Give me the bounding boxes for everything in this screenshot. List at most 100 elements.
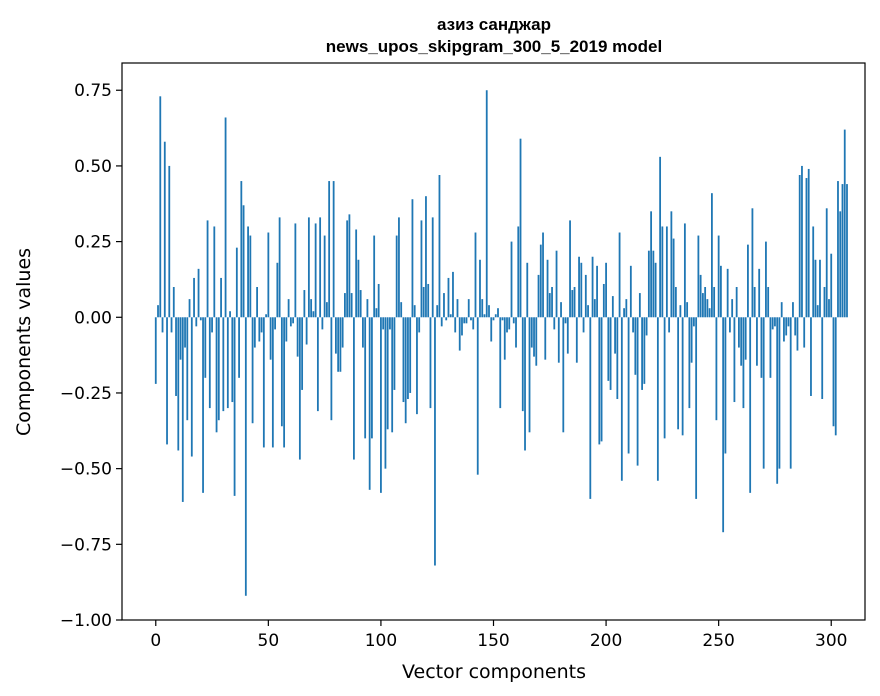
bar-254 bbox=[726, 268, 729, 318]
bar-246 bbox=[708, 308, 711, 318]
bar-299 bbox=[828, 299, 830, 318]
bar-284 bbox=[794, 317, 797, 336]
bar-177 bbox=[553, 317, 556, 330]
bar-211 bbox=[629, 265, 632, 318]
bar-111 bbox=[404, 317, 407, 424]
bar-191 bbox=[584, 274, 587, 318]
bar-122 bbox=[429, 317, 432, 409]
bar-267 bbox=[756, 317, 758, 366]
bar-99 bbox=[377, 283, 380, 318]
bar-81 bbox=[337, 317, 340, 372]
bar-156 bbox=[506, 317, 508, 333]
bar-11 bbox=[179, 317, 182, 360]
bar-43 bbox=[251, 317, 254, 424]
bar-247 bbox=[711, 193, 713, 318]
bar-257 bbox=[733, 317, 736, 403]
bar-108 bbox=[398, 217, 400, 318]
bar-45 bbox=[256, 287, 258, 318]
bar-56 bbox=[280, 317, 283, 427]
bar-160 bbox=[515, 317, 517, 348]
bar-239 bbox=[692, 317, 695, 327]
x-axis-ticks: 0 50 100 150 200 250 300 bbox=[150, 620, 847, 651]
bar-169 bbox=[535, 317, 538, 366]
bar-115 bbox=[413, 305, 416, 318]
bar-275 bbox=[774, 317, 776, 327]
bar-10 bbox=[177, 317, 180, 451]
bar-175 bbox=[548, 293, 551, 318]
bar-223 bbox=[656, 317, 659, 481]
bar-266 bbox=[753, 287, 756, 318]
bar-31 bbox=[224, 117, 227, 318]
bar-167 bbox=[530, 317, 533, 348]
bar-6 bbox=[168, 165, 171, 318]
bar-110 bbox=[402, 317, 405, 403]
bar-264 bbox=[749, 317, 752, 493]
bar-76 bbox=[325, 302, 328, 318]
bar-217 bbox=[643, 317, 646, 384]
bar-63 bbox=[296, 317, 299, 357]
bar-226 bbox=[663, 317, 666, 439]
bar-291 bbox=[810, 317, 812, 396]
bar-109 bbox=[400, 302, 403, 318]
bar-260 bbox=[740, 317, 743, 366]
bar-123 bbox=[431, 217, 434, 318]
bar-132 bbox=[452, 271, 454, 318]
bar-51 bbox=[269, 317, 272, 360]
bar-65 bbox=[301, 317, 304, 390]
bar-171 bbox=[539, 244, 542, 318]
bar-270 bbox=[762, 317, 765, 469]
bar-159 bbox=[512, 317, 515, 324]
chart-title-line-2: news_upos_skipgram_300_5_2019 model bbox=[326, 37, 662, 56]
bar-61 bbox=[292, 317, 295, 324]
bar-41 bbox=[247, 226, 249, 318]
bar-294 bbox=[816, 305, 819, 318]
bar-289 bbox=[805, 178, 808, 318]
bar-62 bbox=[294, 223, 297, 318]
bar-12 bbox=[181, 317, 184, 502]
bar-79 bbox=[332, 181, 335, 318]
bar-235 bbox=[683, 223, 686, 318]
bar-178 bbox=[555, 250, 558, 318]
bar-55 bbox=[278, 217, 281, 318]
bar-80 bbox=[334, 317, 337, 354]
bar-9 bbox=[175, 317, 177, 396]
bar-186 bbox=[573, 287, 576, 318]
bar-69 bbox=[310, 299, 313, 318]
bar-24 bbox=[208, 317, 211, 409]
bar-101 bbox=[382, 317, 385, 330]
bar-210 bbox=[627, 317, 630, 454]
bar-215 bbox=[638, 293, 641, 318]
bar-137 bbox=[463, 317, 466, 324]
bar-268 bbox=[758, 268, 761, 318]
bar-232 bbox=[677, 317, 680, 430]
bar-164 bbox=[524, 317, 526, 451]
bar-227 bbox=[665, 226, 668, 318]
bar-20 bbox=[199, 317, 202, 321]
bar-154 bbox=[501, 317, 504, 321]
bar-213 bbox=[634, 317, 637, 375]
bar-93 bbox=[364, 317, 367, 439]
bar-262 bbox=[744, 317, 747, 360]
bar-221 bbox=[652, 250, 655, 318]
y-tick-label: −0.75 bbox=[60, 535, 112, 555]
bar-297 bbox=[823, 287, 826, 318]
bar-107 bbox=[395, 235, 398, 318]
bar-1 bbox=[157, 305, 159, 318]
bar-32 bbox=[226, 317, 229, 409]
bar-176 bbox=[551, 287, 553, 318]
bar-251 bbox=[720, 265, 722, 318]
bar-0 bbox=[154, 317, 157, 384]
bar-198 bbox=[600, 317, 603, 442]
bar-26 bbox=[213, 226, 216, 318]
bar-163 bbox=[521, 317, 524, 412]
bar-256 bbox=[731, 299, 734, 318]
bar-34 bbox=[231, 317, 234, 403]
bar-196 bbox=[596, 265, 598, 318]
bar-21 bbox=[202, 317, 204, 493]
bar-50 bbox=[267, 232, 270, 318]
bar-212 bbox=[632, 317, 634, 333]
bar-202 bbox=[609, 317, 612, 390]
bar-15 bbox=[188, 299, 191, 318]
bar-40 bbox=[244, 317, 247, 596]
bar-203 bbox=[611, 296, 614, 318]
